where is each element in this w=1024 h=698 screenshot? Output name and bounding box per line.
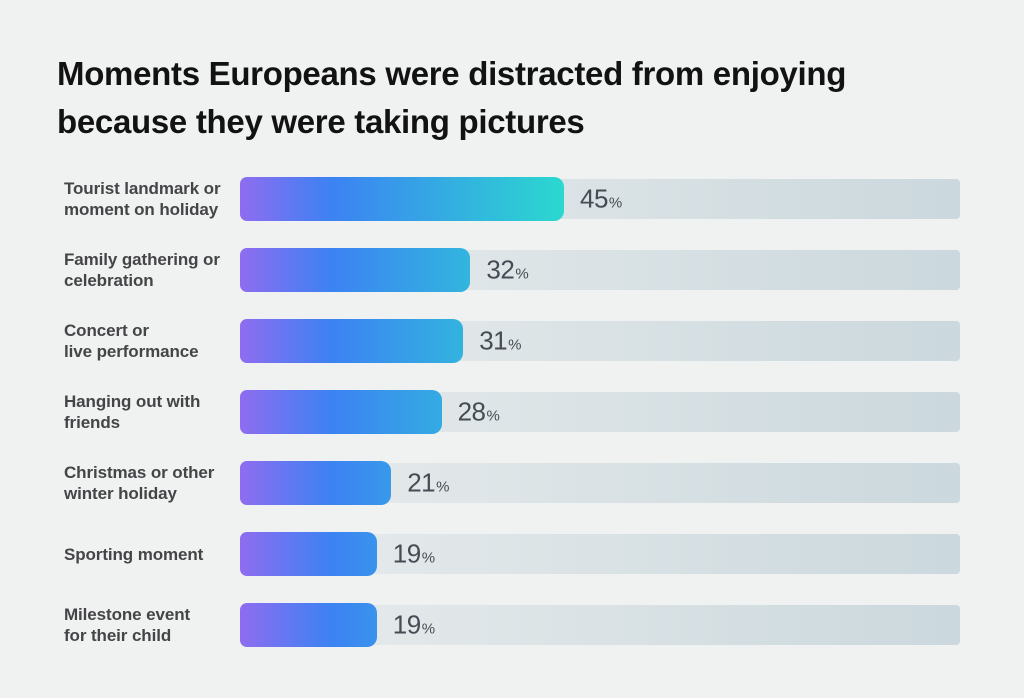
bar-track: 21% xyxy=(240,461,960,505)
value-unit: % xyxy=(608,194,623,212)
chart-row: Concert or live performance 31% xyxy=(64,319,960,363)
bar-track: 31% xyxy=(240,319,960,363)
value-number: 28 xyxy=(457,396,486,427)
value-unit: % xyxy=(515,265,529,283)
chart-row: Tourist landmark or moment on holiday 45… xyxy=(64,177,960,221)
chart-title-line2: because they were taking pictures xyxy=(57,103,585,140)
value-number: 19 xyxy=(392,609,421,640)
category-label: Family gathering or celebration xyxy=(64,250,220,290)
bar-fill xyxy=(240,532,377,576)
value-label: 31% xyxy=(479,326,521,357)
bar-fill xyxy=(240,248,471,292)
bar-fill xyxy=(240,177,564,221)
value-number: 19 xyxy=(392,538,421,569)
chart-row: Family gathering or celebration 32% xyxy=(64,248,960,292)
bar-fill xyxy=(240,461,392,505)
chart-title: Moments Europeans were distracted from e… xyxy=(57,0,987,146)
value-number: 45 xyxy=(580,183,608,214)
chart-row: Hanging out with friends 28% xyxy=(64,390,960,434)
value-number: 31 xyxy=(479,325,508,356)
bar-track: 19% xyxy=(240,532,960,576)
value-label: 19% xyxy=(393,610,435,641)
bar-chart: Tourist landmark or moment on holiday 45… xyxy=(64,177,960,647)
chart-row: Milestone event for their child 19% xyxy=(64,603,960,647)
value-number: 21 xyxy=(407,467,436,498)
value-unit: % xyxy=(508,336,522,354)
value-label: 32% xyxy=(486,255,528,286)
bar-track: 28% xyxy=(240,390,960,434)
bar-fill xyxy=(240,319,464,363)
category-label: Concert or live performance xyxy=(64,321,199,361)
category-label: Milestone event for their child xyxy=(64,605,191,645)
chart-row: Christmas or other winter holiday 21% xyxy=(64,461,960,505)
bar-track: 45% xyxy=(240,177,960,221)
value-number: 32 xyxy=(486,254,515,285)
bar-fill xyxy=(240,603,377,647)
chart-row: Sporting moment 19% xyxy=(64,532,960,576)
bar-track: 32% xyxy=(240,248,960,292)
bar-fill xyxy=(240,390,442,434)
chart-title-line1: Moments Europeans were distracted from e… xyxy=(57,55,847,92)
value-unit: % xyxy=(436,478,450,496)
category-label: Sporting moment xyxy=(64,544,204,564)
category-label: Christmas or other winter holiday xyxy=(64,463,215,503)
value-unit: % xyxy=(421,620,436,638)
value-unit: % xyxy=(486,407,500,425)
value-label: 45% xyxy=(580,184,622,215)
category-label: Hanging out with friends xyxy=(64,392,201,432)
bar-track: 19% xyxy=(240,603,960,647)
value-label: 19% xyxy=(393,539,435,570)
value-label: 28% xyxy=(458,397,500,428)
value-label: 21% xyxy=(407,468,449,499)
category-label: Tourist landmark or moment on holiday xyxy=(64,179,221,219)
value-unit: % xyxy=(421,549,436,567)
